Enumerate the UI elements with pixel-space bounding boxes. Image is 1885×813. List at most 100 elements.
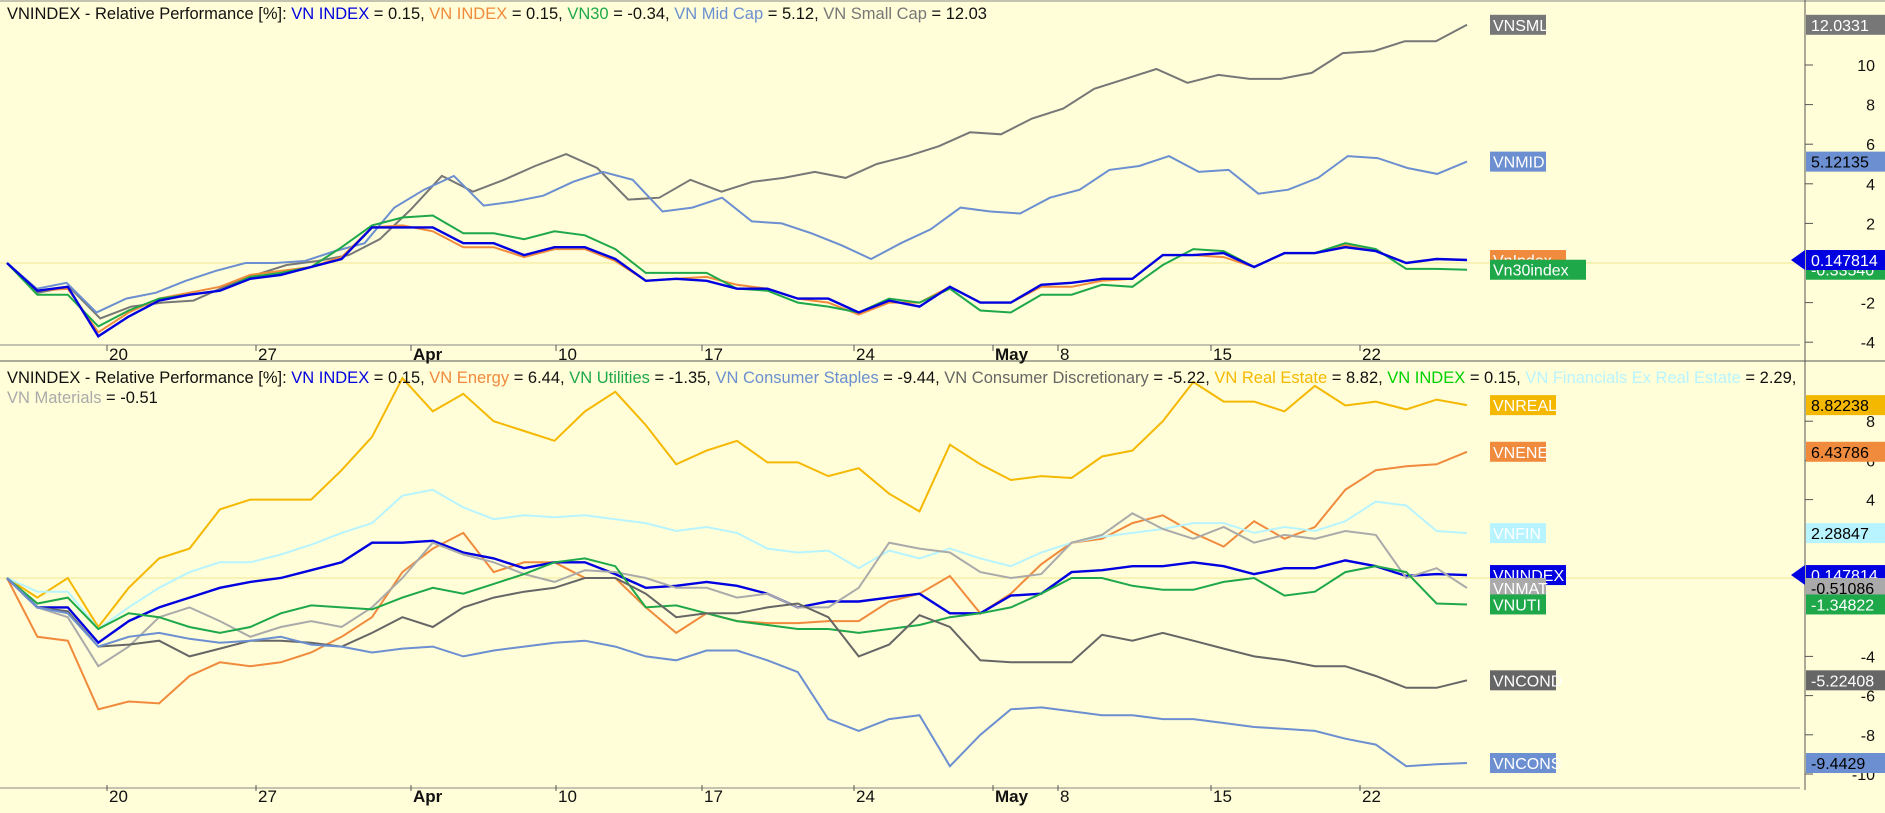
panel2-legend-name: VN Financials Ex Real Estate bbox=[1520, 369, 1746, 387]
series-tag-box bbox=[1490, 670, 1556, 691]
series-value-box bbox=[1806, 151, 1885, 172]
panel2-legend-value: = 6.44, bbox=[513, 369, 565, 387]
panel2-legend-name: VN Consumer Staples bbox=[710, 369, 884, 387]
series-value-box bbox=[1806, 577, 1885, 598]
x-tick-label: 24 bbox=[856, 787, 875, 806]
panel2-legend-name: VN Energy bbox=[424, 369, 514, 387]
y-tick-label: -8 bbox=[1861, 728, 1875, 745]
panel1-legend-value: = 0.15, bbox=[511, 5, 563, 23]
series-line bbox=[6, 488, 1468, 631]
panel2-legend-name: VN INDEX bbox=[1382, 369, 1470, 387]
series-line bbox=[6, 577, 1468, 768]
series-value-label: -5.22408 bbox=[1811, 673, 1874, 690]
series-line bbox=[6, 214, 1468, 328]
series-tag: Vn30index bbox=[1493, 263, 1569, 280]
x-tick-label: 8 bbox=[1060, 345, 1069, 364]
series-value-label: 6.43786 bbox=[1811, 445, 1869, 462]
panel2-legend-value: = 2.29, bbox=[1745, 369, 1797, 387]
y-tick-label: 10 bbox=[1857, 58, 1875, 75]
y-tick-label: -6 bbox=[1861, 689, 1875, 706]
series-line bbox=[6, 539, 1468, 645]
series-line bbox=[6, 450, 1468, 711]
panel2-title: VNINDEX - Relative Performance [%]: VN I… bbox=[7, 368, 1797, 408]
x-tick-label: Apr bbox=[413, 787, 443, 806]
series-tag-box bbox=[1490, 594, 1546, 615]
series-line bbox=[6, 376, 1468, 629]
panel2-legend-name: VN Utilities bbox=[564, 369, 655, 387]
panel1-legend-name: VN30 bbox=[562, 5, 614, 23]
series-value-label: 5.12135 bbox=[1811, 155, 1869, 172]
panel1-legend-value: = -0.34, bbox=[613, 5, 670, 23]
x-tick-label: 24 bbox=[856, 345, 875, 364]
panel1-legend-value: = 12.03 bbox=[931, 5, 987, 23]
y-tick-label: -4 bbox=[1861, 649, 1875, 666]
series-tag: VNMID bbox=[1493, 155, 1545, 172]
series-line bbox=[6, 155, 1468, 314]
series-line bbox=[6, 226, 1468, 338]
series-tag-box bbox=[1490, 259, 1586, 280]
series-tag-box bbox=[1490, 577, 1546, 598]
panel2-legend-name: VN Materials bbox=[7, 389, 107, 407]
panel2-legend-value: = 8.82, bbox=[1331, 369, 1383, 387]
panel2-legend-value: = -1.35, bbox=[654, 369, 711, 387]
series-value-box bbox=[1806, 594, 1885, 615]
panel2-legend-value: = -0.51 bbox=[106, 389, 158, 407]
x-tick-label: 27 bbox=[258, 787, 277, 806]
x-tick-label: May bbox=[995, 345, 1029, 364]
x-tick-label: 8 bbox=[1060, 787, 1069, 806]
series-line bbox=[6, 224, 1468, 334]
series-line bbox=[6, 512, 1468, 668]
y-tick-label: 4 bbox=[1866, 493, 1875, 510]
panel1-title-prefix: VNINDEX - Relative Performance [%]: bbox=[7, 5, 287, 23]
series-tag-box bbox=[1490, 753, 1556, 774]
panel1-legend: VN INDEX = 0.15, VN INDEX = 0.15, VN30 =… bbox=[291, 5, 987, 23]
x-tick-label: 22 bbox=[1362, 787, 1381, 806]
series-line bbox=[6, 557, 1468, 634]
panel2-legend-value: = -5.22, bbox=[1153, 369, 1210, 387]
series-tag: VNREAL bbox=[1493, 398, 1557, 415]
x-tick-label: 20 bbox=[109, 345, 128, 364]
x-tick-label: 10 bbox=[558, 345, 577, 364]
series-value-box bbox=[1806, 670, 1885, 691]
x-tick-label: 17 bbox=[704, 345, 723, 364]
panel1-title: VNINDEX - Relative Performance [%]: VN I… bbox=[7, 5, 987, 24]
series-tag-box bbox=[1490, 395, 1556, 416]
series-value-label: -9.4429 bbox=[1811, 756, 1865, 773]
x-tick-label: 10 bbox=[558, 787, 577, 806]
y-tick-label: 8 bbox=[1866, 98, 1875, 115]
x-tick-label: May bbox=[995, 787, 1029, 806]
series-value-box bbox=[1806, 395, 1885, 416]
series-value-box bbox=[1806, 250, 1885, 271]
series-value-label: 0.147814 bbox=[1811, 253, 1878, 270]
panel1-legend-name: VN Mid Cap bbox=[669, 5, 768, 23]
index-pointer-marker bbox=[1791, 565, 1805, 586]
series-tag-box bbox=[1490, 151, 1546, 172]
series-value-box bbox=[1806, 14, 1885, 35]
panel1-legend-name: VN INDEX bbox=[291, 5, 374, 23]
series-value-label: -1.34822 bbox=[1811, 597, 1874, 614]
series-value-label: 12.0331 bbox=[1811, 18, 1869, 35]
series-tag: VNCOND bbox=[1493, 673, 1562, 690]
panel2-legend-name: VN INDEX bbox=[291, 369, 374, 387]
series-tag-box bbox=[1490, 441, 1546, 462]
x-tick-label: 15 bbox=[1213, 345, 1232, 364]
panel2-legend: VN INDEX = 0.15, VN Energy = 6.44, VN Ut… bbox=[7, 369, 1796, 407]
panel2-title-prefix: VNINDEX - Relative Performance [%]: bbox=[7, 369, 287, 387]
y-tick-label: 6 bbox=[1866, 453, 1875, 470]
series-value-label: -0.51086 bbox=[1811, 581, 1874, 598]
series-tag: VNENE bbox=[1493, 445, 1548, 462]
series-tag: VNMAT bbox=[1493, 581, 1548, 598]
series-value-box bbox=[1806, 441, 1885, 462]
panel2-legend-name: VN Consumer Discretionary bbox=[939, 369, 1154, 387]
panel1-legend-value: = 5.12, bbox=[767, 5, 819, 23]
series-value-box bbox=[1806, 523, 1885, 544]
x-tick-label: Apr bbox=[413, 345, 443, 364]
series-tag: VNCONS bbox=[1493, 756, 1561, 773]
y-tick-label: 8 bbox=[1866, 414, 1875, 431]
index-pointer-marker bbox=[1791, 250, 1805, 271]
series-value-label: 8.82238 bbox=[1811, 398, 1869, 415]
series-tag: VNSML bbox=[1493, 18, 1548, 35]
panel2-legend-value: = 0.15, bbox=[1469, 369, 1521, 387]
x-tick-label: 15 bbox=[1213, 787, 1232, 806]
